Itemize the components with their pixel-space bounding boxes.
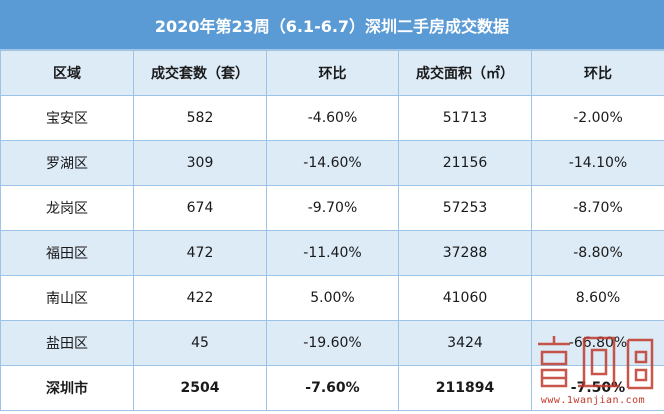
- header-area-change: 环比: [531, 50, 664, 96]
- total-units-change: -7.60%: [266, 365, 399, 411]
- cell-district: 福田区: [0, 230, 134, 276]
- total-units: 2504: [133, 365, 267, 411]
- table-title: 2020年第23周（6.1-6.7）深圳二手房成交数据: [0, 0, 664, 50]
- cell-area-change: 8.60%: [531, 275, 664, 321]
- header-district: 区域: [0, 50, 134, 96]
- cell-area: 41060: [398, 275, 532, 321]
- cell-units-change: 5.00%: [266, 275, 399, 321]
- cell-units: 582: [133, 95, 267, 141]
- cell-area: 21156: [398, 140, 532, 186]
- header-units: 成交套数（套）: [133, 50, 267, 96]
- cell-area-change: -2.00%: [531, 95, 664, 141]
- total-label: 深圳市: [0, 365, 134, 411]
- cell-units-change: -9.70%: [266, 185, 399, 231]
- table-row: 宝安区 582 -4.60% 51713 -2.00%: [0, 95, 664, 141]
- cell-area: 57253: [398, 185, 532, 231]
- cell-district: 罗湖区: [0, 140, 134, 186]
- cell-area: 37288: [398, 230, 532, 276]
- cell-units-change: -14.60%: [266, 140, 399, 186]
- table-row: 南山区 422 5.00% 41060 8.60%: [0, 275, 664, 321]
- table-row: 福田区 472 -11.40% 37288 -8.80%: [0, 230, 664, 276]
- cell-district: 盐田区: [0, 320, 134, 366]
- header-area: 成交面积（㎡）: [398, 50, 532, 96]
- cell-area-change: -8.80%: [531, 230, 664, 276]
- table-row: 罗湖区 309 -14.60% 21156 -14.10%: [0, 140, 664, 186]
- sales-table: 区域 成交套数（套） 环比 成交面积（㎡） 环比 宝安区 582 -4.60% …: [0, 50, 664, 411]
- cell-units: 472: [133, 230, 267, 276]
- cell-units-change: -19.60%: [266, 320, 399, 366]
- cell-units: 309: [133, 140, 267, 186]
- total-row: 深圳市 2504 -7.60% 211894 -7.50%: [0, 365, 664, 411]
- cell-units-change: -4.60%: [266, 95, 399, 141]
- cell-district: 南山区: [0, 275, 134, 321]
- table-row: 盐田区 45 -19.60% 3424 -66.80%: [0, 320, 664, 366]
- cell-area: 3424: [398, 320, 532, 366]
- cell-district: 宝安区: [0, 95, 134, 141]
- cell-area-change: -8.70%: [531, 185, 664, 231]
- total-area: 211894: [398, 365, 532, 411]
- total-area-change: -7.50%: [531, 365, 664, 411]
- cell-area-change: -14.10%: [531, 140, 664, 186]
- cell-units: 422: [133, 275, 267, 321]
- cell-units: 45: [133, 320, 267, 366]
- cell-area-change: -66.80%: [531, 320, 664, 366]
- cell-units: 674: [133, 185, 267, 231]
- cell-units-change: -11.40%: [266, 230, 399, 276]
- header-row: 区域 成交套数（套） 环比 成交面积（㎡） 环比: [0, 50, 664, 96]
- cell-area: 51713: [398, 95, 532, 141]
- table-row: 龙岗区 674 -9.70% 57253 -8.70%: [0, 185, 664, 231]
- cell-district: 龙岗区: [0, 185, 134, 231]
- header-units-change: 环比: [266, 50, 399, 96]
